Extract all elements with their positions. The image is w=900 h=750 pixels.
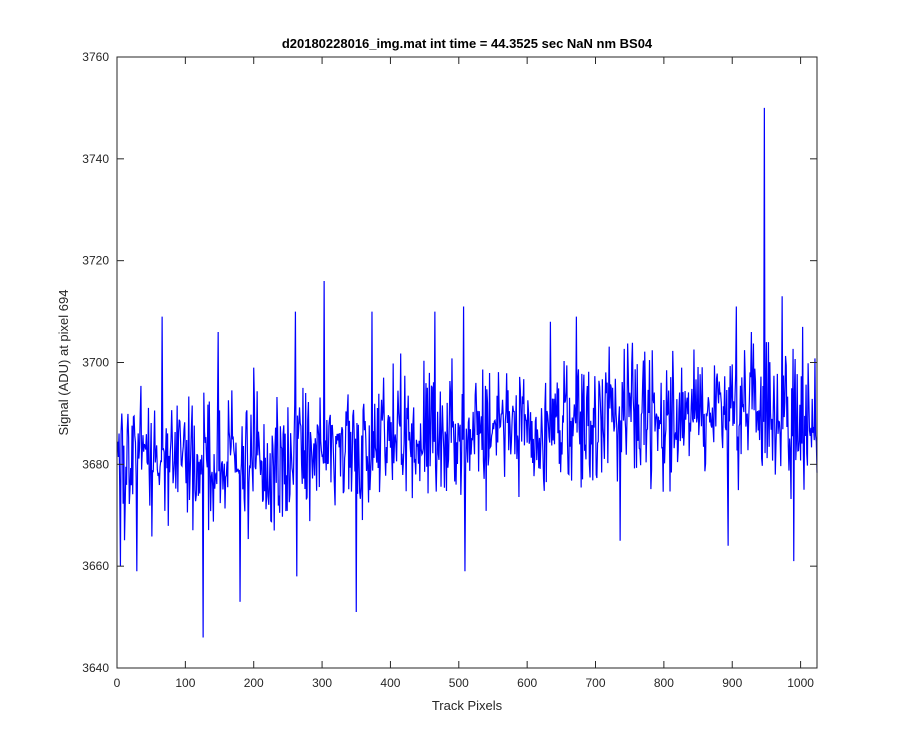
ticks-layer: 0 100 200 300 400 500 600 700 800 900 1000 3640 3660… (82, 50, 817, 690)
x-tick-label: 600 (517, 676, 537, 690)
x-tick-label: 800 (654, 676, 674, 690)
x-tick-label: 300 (312, 676, 332, 690)
y-tick-label: 3660 (82, 559, 109, 573)
x-tick-label: 500 (449, 676, 469, 690)
y-tick-label: 3760 (82, 50, 109, 64)
plot-area (117, 57, 817, 668)
y-tick-label: 3740 (82, 152, 109, 166)
y-tick-label: 3640 (82, 661, 109, 675)
chart-title: d20180228016_img.mat int time = 44.3525 … (282, 36, 653, 51)
x-tick-label: 400 (380, 676, 400, 690)
signal-series-line (117, 107, 818, 638)
y-axis-label: Signal (ADU) at pixel 694 (56, 290, 71, 436)
x-tick-label: 700 (586, 676, 606, 690)
y-tick-label: 3700 (82, 356, 109, 370)
series-layer (117, 107, 818, 638)
x-tick-label: 900 (722, 676, 742, 690)
x-tick-label: 100 (175, 676, 195, 690)
x-tick-label: 200 (244, 676, 264, 690)
y-tick-label: 3720 (82, 254, 109, 268)
x-tick-label: 1000 (787, 676, 814, 690)
x-axis-label: Track Pixels (432, 698, 503, 713)
x-tick-label: 0 (114, 676, 121, 690)
y-tick-label: 3680 (82, 457, 109, 471)
